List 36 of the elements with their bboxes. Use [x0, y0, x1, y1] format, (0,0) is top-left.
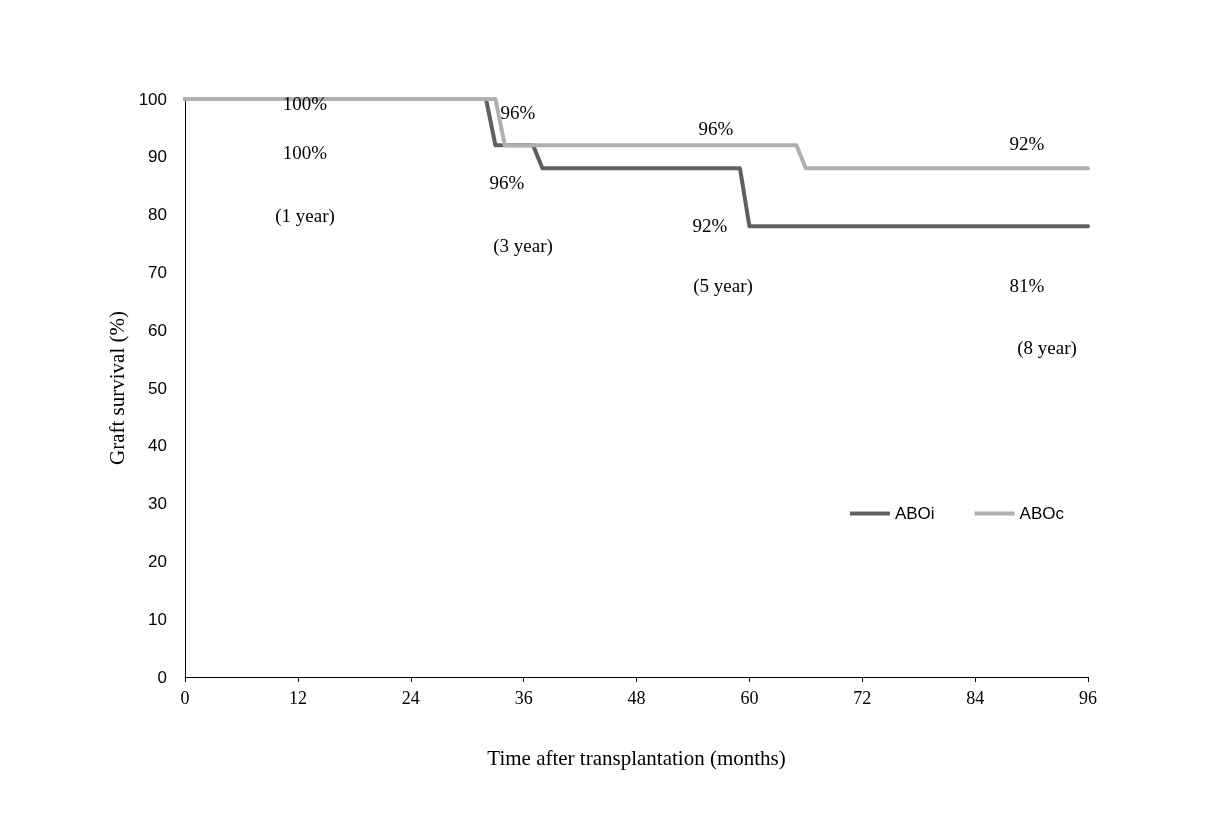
annotation: 100%: [282, 141, 328, 163]
y-axis-title: Graft survival (%): [105, 311, 130, 465]
annotation: 96%: [698, 117, 734, 139]
y-tick-label: 40: [148, 436, 167, 456]
legend-label: ABOc: [1019, 504, 1065, 523]
y-tick-label: 80: [148, 205, 167, 225]
y-tick-label: 70: [148, 262, 167, 282]
annotation: 100%: [282, 92, 328, 114]
y-tick-label: 30: [148, 494, 167, 514]
x-tick-label: 0: [180, 688, 190, 708]
annotation: (5 year): [693, 274, 753, 297]
y-tick-label: 50: [148, 378, 167, 398]
x-tick-label: 72: [853, 688, 872, 708]
x-tick-label: 24: [401, 688, 420, 708]
x-tick-label: 48: [627, 688, 646, 708]
y-tick-label: 20: [148, 551, 167, 571]
annotation: 81%: [1009, 274, 1045, 296]
x-axis-title: Time after transplantation (months): [487, 745, 786, 770]
legend-label: ABOi: [894, 504, 935, 523]
annotation: 92%: [1009, 132, 1045, 154]
y-tick-label: 100: [138, 89, 167, 109]
y-tick-label: 90: [148, 147, 167, 167]
annotation: 96%: [500, 101, 536, 123]
x-tick-label: 96: [1079, 688, 1097, 708]
x-tick-label: 36: [514, 688, 533, 708]
annotation: (1 year): [275, 204, 335, 227]
annotation: 92%: [692, 214, 728, 236]
annotation: 96%: [489, 171, 525, 193]
x-tick-label: 60: [740, 688, 759, 708]
y-tick-label: 0: [157, 667, 167, 687]
annotation: (3 year): [493, 234, 553, 257]
x-tick-label: 12: [288, 688, 307, 708]
x-tick-label: 84: [966, 688, 985, 708]
annotation: (8 year): [1017, 336, 1077, 359]
y-tick-label: 10: [148, 609, 167, 629]
y-tick-label: 60: [148, 320, 167, 340]
